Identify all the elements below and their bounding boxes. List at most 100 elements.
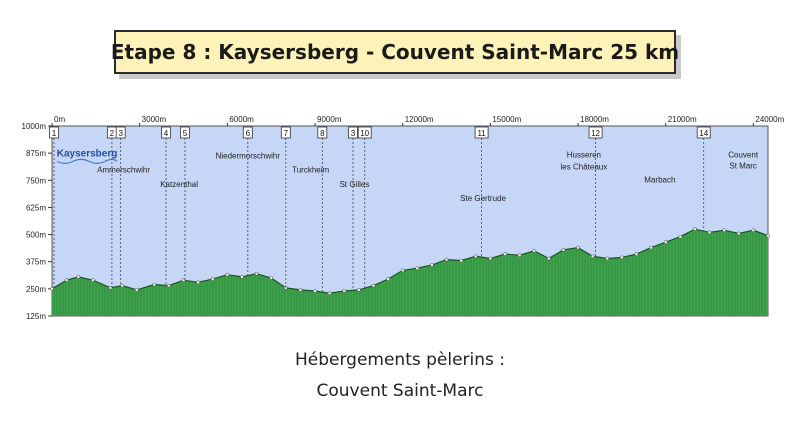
elevation-point bbox=[91, 278, 95, 283]
y-tick-label: 875m bbox=[26, 149, 46, 158]
elevation-point bbox=[766, 233, 770, 238]
elevation-point bbox=[240, 275, 244, 279]
place-label: Katzenthal bbox=[160, 180, 198, 189]
waypoint-number: 3 bbox=[118, 129, 123, 138]
waypoint-number: 8 bbox=[320, 129, 325, 138]
elevation-point bbox=[532, 249, 537, 253]
elevation-point bbox=[605, 256, 610, 261]
elevation-point bbox=[225, 272, 230, 277]
waypoint-box bbox=[474, 126, 489, 139]
elevation-point bbox=[167, 283, 171, 288]
elevation-profile-chart: 1000m 875m 750m 625m 500m 375m 250m 125m 0m 3000… bbox=[22, 115, 785, 321]
waypoint-box bbox=[588, 126, 603, 139]
waypoint-number: 12 bbox=[591, 129, 600, 138]
y-tick-label: 500m bbox=[26, 231, 46, 240]
elevation-point bbox=[313, 289, 317, 293]
elevation-point bbox=[269, 276, 274, 280]
x-tick-label: 18000m bbox=[580, 115, 609, 124]
elevation-point bbox=[561, 247, 566, 252]
waypoint-number: 3 bbox=[351, 129, 356, 138]
stage-title: Etape 8 : Kaysersberg - Couvent Saint-Ma… bbox=[110, 40, 680, 64]
waypoint-number: 11 bbox=[477, 129, 486, 138]
x-tick-label: 12000m bbox=[405, 115, 434, 124]
elevation-point bbox=[415, 266, 420, 271]
lodging-heading: Hébergements pèlerins : bbox=[294, 350, 506, 370]
elevation-point bbox=[590, 254, 595, 259]
river-icon bbox=[56, 158, 118, 164]
elevation-point bbox=[134, 288, 139, 292]
waypoint-box bbox=[180, 126, 190, 139]
waypoint-box bbox=[49, 126, 59, 139]
elevation-point bbox=[546, 256, 551, 261]
elevation-point bbox=[678, 234, 683, 239]
elevation-point bbox=[386, 277, 390, 281]
elevation-point bbox=[76, 275, 81, 279]
waypoint-box bbox=[317, 126, 328, 139]
elevation-point bbox=[210, 277, 215, 281]
waypoint-box bbox=[280, 126, 291, 139]
place-label: Kaysersberg bbox=[57, 148, 118, 159]
x-tick-label: 9000m bbox=[317, 115, 342, 124]
elevation-point bbox=[693, 227, 697, 231]
elevation-point bbox=[751, 228, 756, 233]
elevation-point bbox=[503, 252, 507, 256]
elevation-point bbox=[459, 258, 463, 263]
elevation-point bbox=[327, 291, 332, 296]
elevation-point bbox=[736, 231, 741, 236]
place-label: Ammerschwihr bbox=[97, 166, 150, 175]
elevation-point bbox=[473, 254, 478, 259]
elevation-point bbox=[342, 289, 347, 293]
place-label: Niedermorschwihr bbox=[216, 152, 281, 161]
waypoint-box bbox=[348, 126, 358, 139]
place-label: Turckheim bbox=[292, 166, 329, 175]
elevation-line bbox=[51, 228, 769, 294]
elevation-point bbox=[298, 288, 303, 292]
elevation-point bbox=[722, 228, 727, 233]
waypoint-number: 6 bbox=[246, 129, 251, 138]
x-tick-label: 0m bbox=[54, 115, 65, 124]
elevation-point bbox=[430, 263, 434, 267]
y-tick-label: 1000m bbox=[22, 122, 47, 131]
waypoint-number: 7 bbox=[284, 129, 289, 138]
place-label: St Marc bbox=[729, 161, 757, 170]
elevation-point bbox=[400, 268, 405, 273]
elevation-point bbox=[254, 271, 259, 276]
x-tick-label: 15000m bbox=[492, 115, 521, 124]
waypoint-number: 1 bbox=[52, 129, 57, 138]
lodging-place: Couvent Saint-Marc bbox=[316, 381, 484, 401]
waypoint-box bbox=[357, 126, 372, 139]
y-tick-label: 625m bbox=[26, 203, 46, 212]
elevation-point bbox=[663, 240, 668, 245]
waypoint-box bbox=[696, 126, 711, 139]
elevation-point bbox=[620, 255, 624, 260]
elevation-point bbox=[488, 256, 493, 261]
waypoint-box bbox=[242, 126, 253, 139]
place-label: Couvent bbox=[728, 150, 759, 159]
elevation-point bbox=[576, 245, 580, 250]
y-tick-label: 750m bbox=[26, 176, 46, 185]
elevation-point bbox=[649, 245, 653, 250]
x-tick-label: 3000m bbox=[142, 115, 167, 124]
place-label: les Châteaux bbox=[561, 162, 608, 171]
place-label: St Gilles bbox=[340, 180, 370, 189]
x-tick-label: 6000m bbox=[229, 115, 254, 124]
elevation-point bbox=[50, 287, 54, 291]
waypoint-number: 10 bbox=[360, 129, 369, 138]
elevation-point bbox=[707, 230, 712, 235]
elevation-point bbox=[108, 285, 113, 290]
y-tick-label: 250m bbox=[26, 285, 46, 294]
elevation-point bbox=[196, 280, 200, 285]
waypoint-number: 4 bbox=[164, 129, 169, 138]
place-label: Ste Gertrude bbox=[460, 194, 506, 203]
elevation-point bbox=[371, 283, 376, 288]
elevation-point bbox=[120, 283, 124, 288]
y-tick-label: 125m bbox=[26, 312, 46, 321]
y-tick-label: 375m bbox=[26, 258, 46, 267]
elevation-point bbox=[517, 253, 522, 258]
elevation-point bbox=[152, 282, 157, 287]
x-tick-label: 21000m bbox=[668, 115, 697, 124]
elevation-point bbox=[357, 288, 361, 292]
place-label: Marbach bbox=[644, 175, 675, 184]
waypoint-box bbox=[161, 126, 171, 139]
waypoint-number: 14 bbox=[699, 129, 708, 138]
